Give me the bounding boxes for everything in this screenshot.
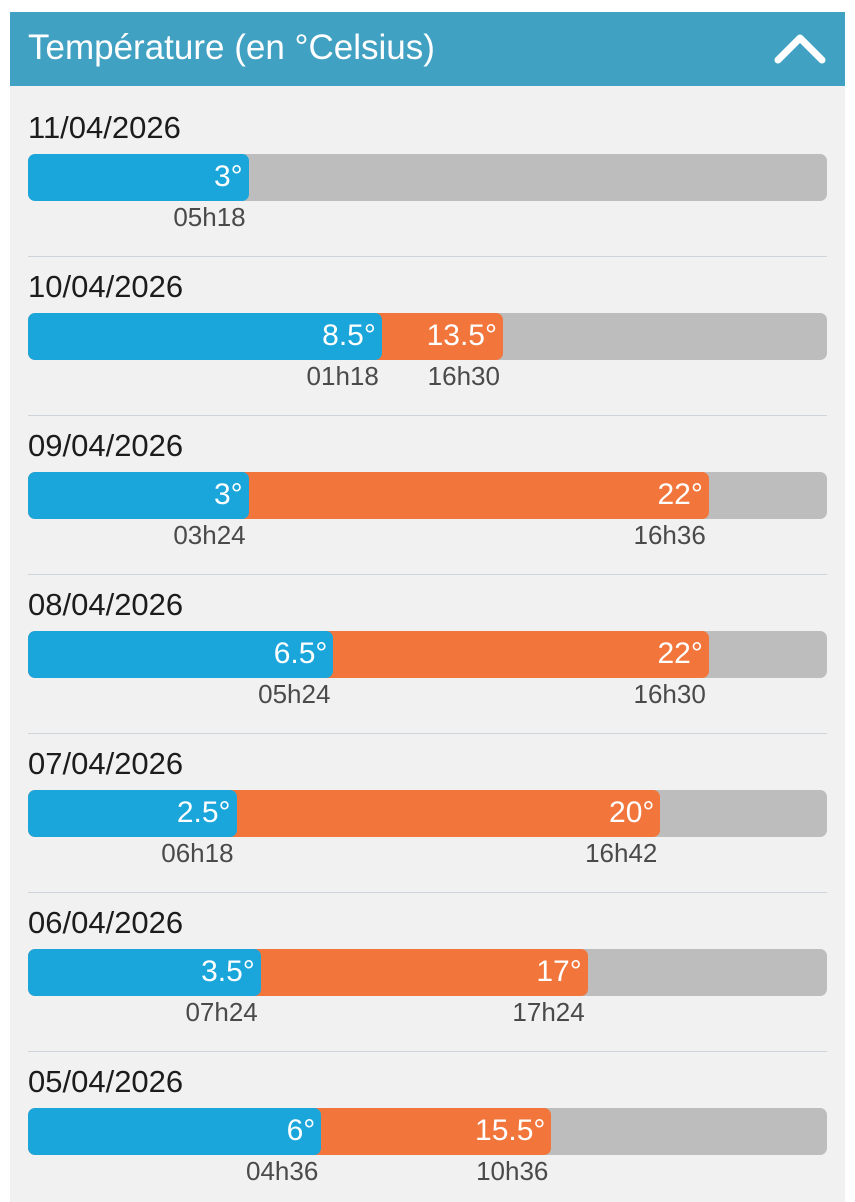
min-temp-time: 05h24 [258,679,331,709]
max-temp-time: 16h42 [585,838,658,868]
max-temp-time: 17h24 [512,997,585,1027]
panel-header[interactable]: Température (en °Celsius) [10,12,845,86]
row-divider [28,892,827,893]
row-divider [28,1051,827,1052]
day-row: 10/04/2026 13.5° 8.5° 16h30 01h18 [28,257,827,416]
temperature-bar: 3° [28,154,827,201]
temperature-bar: 13.5° 8.5° [28,313,827,360]
max-temp-value: 17° [536,955,582,988]
row-divider [28,733,827,734]
max-temp-time: 16h30 [427,361,500,391]
row-divider [28,574,827,575]
min-temp-segment: 3° [28,472,249,519]
max-temp-value: 22° [657,637,703,670]
min-temp-value: 2.5° [176,796,231,829]
max-temp-value: 22° [657,478,703,511]
row-divider [28,256,827,257]
min-temp-value: 8.5° [322,319,376,352]
day-date: 07/04/2026 [28,746,184,781]
panel-title: Température (en °Celsius) [28,28,435,67]
min-temp-time: 03h24 [173,520,246,550]
day-row: 05/04/2026 15.5° 6° 10h36 04h36 [28,1052,827,1202]
day-date: 11/04/2026 [28,110,181,145]
min-temp-segment: 6.5° [28,631,334,678]
min-temp-segment: 6° [28,1108,322,1155]
temperature-bar: 20° 2.5° [28,790,827,837]
day-row: 06/04/2026 17° 3.5° 17h24 07h24 [28,893,827,1052]
day-row: 08/04/2026 22° 6.5° 16h30 05h24 [28,575,827,734]
min-temp-time: 07h24 [185,997,258,1027]
temperature-bar: 22° 3° [28,472,827,519]
day-date: 09/04/2026 [28,428,184,463]
min-temp-value: 3° [213,160,243,193]
temperature-panel: Température (en °Celsius) 11/04/2026 3° 05… [10,12,845,1202]
min-temp-value: 3° [213,478,243,511]
max-temp-value: 15.5° [475,1114,546,1147]
min-temp-segment: 3.5° [28,949,261,996]
min-temp-time: 06h18 [161,838,234,868]
min-temp-time: 05h18 [173,202,246,232]
day-row: 07/04/2026 20° 2.5° 16h42 06h18 [28,734,827,893]
row-divider [28,415,827,416]
chevron-up-icon[interactable] [773,24,827,70]
min-temp-value: 6° [286,1114,316,1147]
min-temp-time: 01h18 [306,361,379,391]
day-row: 11/04/2026 3° 05h18 [28,98,827,257]
min-temp-value: 3.5° [201,955,255,988]
day-date: 10/04/2026 [28,269,184,304]
temperature-bar: 22° 6.5° [28,631,827,678]
day-row: 09/04/2026 22° 3° 16h36 03h24 [28,416,827,575]
min-temp-time: 04h36 [246,1156,319,1186]
min-temp-segment: 8.5° [28,313,382,360]
temperature-bar: 15.5° 6° [28,1108,827,1155]
min-temp-segment: 3° [28,154,249,201]
max-temp-time: 16h30 [633,679,706,709]
min-temp-segment: 2.5° [28,790,237,837]
max-temp-time: 16h36 [633,520,706,550]
day-date: 06/04/2026 [28,905,184,940]
day-date: 08/04/2026 [28,587,184,622]
temperature-bar: 17° 3.5° [28,949,827,996]
max-temp-time: 10h36 [476,1156,549,1186]
max-temp-value: 20° [609,796,655,829]
max-temp-value: 13.5° [426,319,497,352]
min-temp-value: 6.5° [273,637,328,670]
day-date: 05/04/2026 [28,1064,184,1099]
